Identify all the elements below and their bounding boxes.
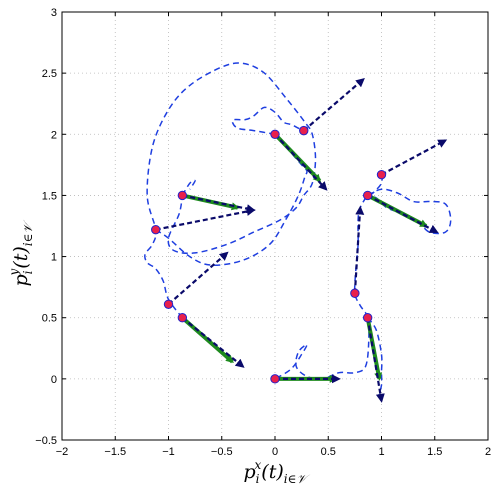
x-tick-label: 0 — [272, 446, 278, 458]
agent-point — [151, 224, 161, 235]
reference-arrow — [303, 77, 365, 132]
x-tick-label: 2 — [485, 446, 491, 458]
x-tick-label: 0.5 — [321, 446, 336, 458]
agent-point — [177, 190, 188, 201]
agent-point — [350, 288, 360, 298]
x-tick-label: −1 — [162, 446, 175, 458]
x-tick-label: 1 — [378, 446, 384, 458]
y-tick-label: 3 — [51, 7, 57, 19]
reference-arrow — [181, 316, 245, 368]
y-tick-label: 1 — [51, 252, 57, 264]
trajectory-path — [181, 179, 196, 196]
reference-arrow — [380, 139, 448, 176]
trajectory-path — [155, 133, 308, 266]
reference-arrow — [155, 207, 256, 231]
agent-point — [362, 190, 373, 201]
x-tick-label: −0.5 — [211, 446, 233, 458]
agent-point — [299, 125, 309, 136]
trajectory-path — [367, 317, 383, 398]
y-tick-label: 1.5 — [42, 190, 57, 202]
y-tick-label: 2.5 — [42, 68, 57, 80]
y-tick-label: 0.5 — [42, 313, 57, 325]
reference-arrow — [353, 205, 365, 294]
agent-point — [270, 374, 280, 384]
reference-arrow — [367, 194, 439, 234]
reference-arrow — [274, 133, 328, 191]
x-axis-label: pix(t)i∈𝒱 — [244, 458, 311, 486]
agent-point — [362, 313, 373, 323]
reference-arrow — [182, 194, 256, 214]
agent-point — [163, 299, 174, 309]
y-axis-label: piy(t)i∈𝒱 — [7, 220, 35, 287]
tick-labels: −2 −1.5 −1 −0.5 0 0.5 1 1.5 2 −0.5 0 0.5 1 1.5 2 2.5 3 — [35, 7, 491, 458]
agent-markers — [151, 125, 387, 384]
trajectory-path — [274, 174, 383, 380]
trajectories — [144, 62, 452, 398]
reference-arrows — [155, 77, 448, 403]
y-tick-label: −0.5 — [35, 435, 57, 447]
y-tick-label: 0 — [51, 374, 57, 386]
x-tick-label: −1.5 — [104, 446, 126, 458]
reference-arrow — [167, 251, 229, 306]
agent-point — [376, 169, 387, 180]
agent-point — [177, 313, 188, 323]
x-tick-label: −2 — [56, 446, 69, 458]
trajectory-path — [367, 188, 452, 235]
trajectory-path — [144, 62, 317, 319]
agent-point — [270, 129, 280, 139]
x-tick-label: 1.5 — [427, 446, 442, 458]
y-tick-label: 2 — [51, 129, 57, 141]
reference-arrow — [366, 317, 385, 403]
